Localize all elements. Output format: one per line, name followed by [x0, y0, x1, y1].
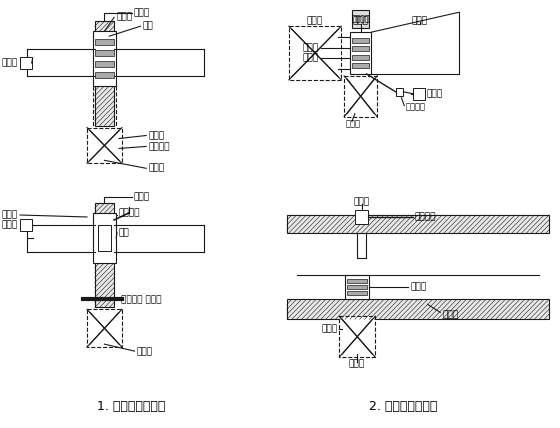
Text: 排烟道: 排烟道 — [412, 17, 428, 26]
Bar — [339, 316, 375, 357]
Text: 检修口: 检修口 — [137, 348, 153, 357]
Bar — [413, 88, 424, 100]
Text: 防火墙: 防火墙 — [134, 9, 150, 18]
Bar — [95, 203, 114, 307]
Bar — [350, 32, 371, 74]
Bar — [395, 88, 403, 96]
Bar — [95, 21, 114, 125]
Text: 检修口: 检修口 — [442, 310, 458, 319]
Bar — [342, 319, 372, 354]
Text: 防火墙: 防火墙 — [134, 193, 150, 202]
Bar — [90, 312, 119, 344]
Bar — [95, 61, 114, 67]
Bar — [352, 63, 370, 68]
Text: 1. 防火阀安装方法: 1. 防火阀安装方法 — [97, 400, 166, 413]
Text: 2. 排烟阀安装方法: 2. 排烟阀安装方法 — [369, 400, 437, 413]
Bar — [347, 79, 374, 114]
Text: 检查口: 检查口 — [345, 119, 360, 128]
Bar — [95, 39, 114, 45]
Bar — [347, 285, 367, 289]
Text: 金属软管: 金属软管 — [405, 102, 425, 111]
Text: 关手柄: 关手柄 — [303, 54, 319, 62]
Text: 检查口: 检查口 — [148, 131, 164, 140]
Bar — [352, 55, 370, 60]
Text: 接线盒: 接线盒 — [353, 198, 370, 207]
Bar — [347, 291, 367, 295]
Bar — [352, 46, 370, 51]
Bar — [345, 275, 370, 300]
Bar — [292, 29, 338, 77]
Text: 金属软管: 金属软管 — [415, 212, 436, 221]
Text: 排烟口: 排烟口 — [307, 17, 323, 26]
Bar — [352, 38, 370, 43]
Text: 排烟阀: 排烟阀 — [353, 17, 368, 26]
Bar — [95, 50, 114, 56]
Text: 金属软管: 金属软管 — [118, 208, 139, 217]
Bar — [344, 76, 377, 117]
Bar — [289, 26, 341, 80]
Text: 复位手柄 检查口: 复位手柄 检查口 — [121, 295, 161, 304]
Text: 接线盒: 接线盒 — [2, 220, 18, 229]
Text: 检修口: 检修口 — [148, 164, 164, 173]
Bar — [90, 131, 119, 160]
Text: 开手柄: 开手柄 — [303, 44, 319, 53]
Bar — [347, 279, 367, 282]
Bar — [93, 213, 116, 263]
Text: 驱动部分: 驱动部分 — [352, 15, 370, 24]
Text: 接线盒: 接线盒 — [427, 89, 443, 98]
Bar — [97, 225, 111, 251]
Text: 风道: 风道 — [142, 22, 153, 31]
Bar — [20, 219, 32, 231]
Bar — [287, 215, 549, 233]
Text: 开手柄: 开手柄 — [410, 282, 426, 291]
Text: 接线盒: 接线盒 — [2, 211, 18, 220]
Text: 排烟口: 排烟口 — [349, 360, 365, 369]
Text: 接线盒: 接线盒 — [2, 59, 18, 68]
Text: 防火阀: 防火阀 — [116, 13, 132, 22]
Bar — [87, 309, 122, 347]
Bar — [87, 128, 122, 163]
Bar — [355, 210, 368, 224]
Bar — [95, 71, 114, 78]
Text: 风道: 风道 — [118, 229, 129, 238]
Text: 金属软管: 金属软管 — [148, 142, 170, 151]
Bar — [287, 300, 549, 319]
Bar — [20, 57, 32, 69]
Text: 关手柄: 关手柄 — [321, 325, 337, 334]
Bar — [93, 31, 116, 86]
Bar — [352, 10, 370, 28]
